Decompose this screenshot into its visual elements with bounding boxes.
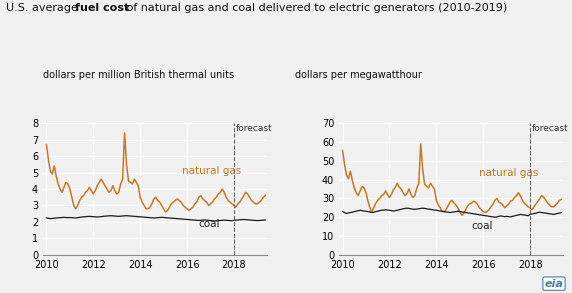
Text: dollars per million British thermal units: dollars per million British thermal unit… [43,70,234,80]
Text: U.S. average: U.S. average [6,3,81,13]
Text: eia: eia [545,279,563,289]
Text: forecast: forecast [236,124,272,133]
Text: coal: coal [471,222,493,231]
Text: natural gas: natural gas [182,166,241,176]
Text: of natural gas and coal delivered to electric generators (2010-2019): of natural gas and coal delivered to ele… [123,3,507,13]
Text: fuel cost: fuel cost [75,3,129,13]
Text: natural gas: natural gas [479,168,538,178]
Text: dollars per megawatthour: dollars per megawatthour [295,70,422,80]
Text: forecast: forecast [532,124,569,133]
Text: coal: coal [199,219,220,229]
